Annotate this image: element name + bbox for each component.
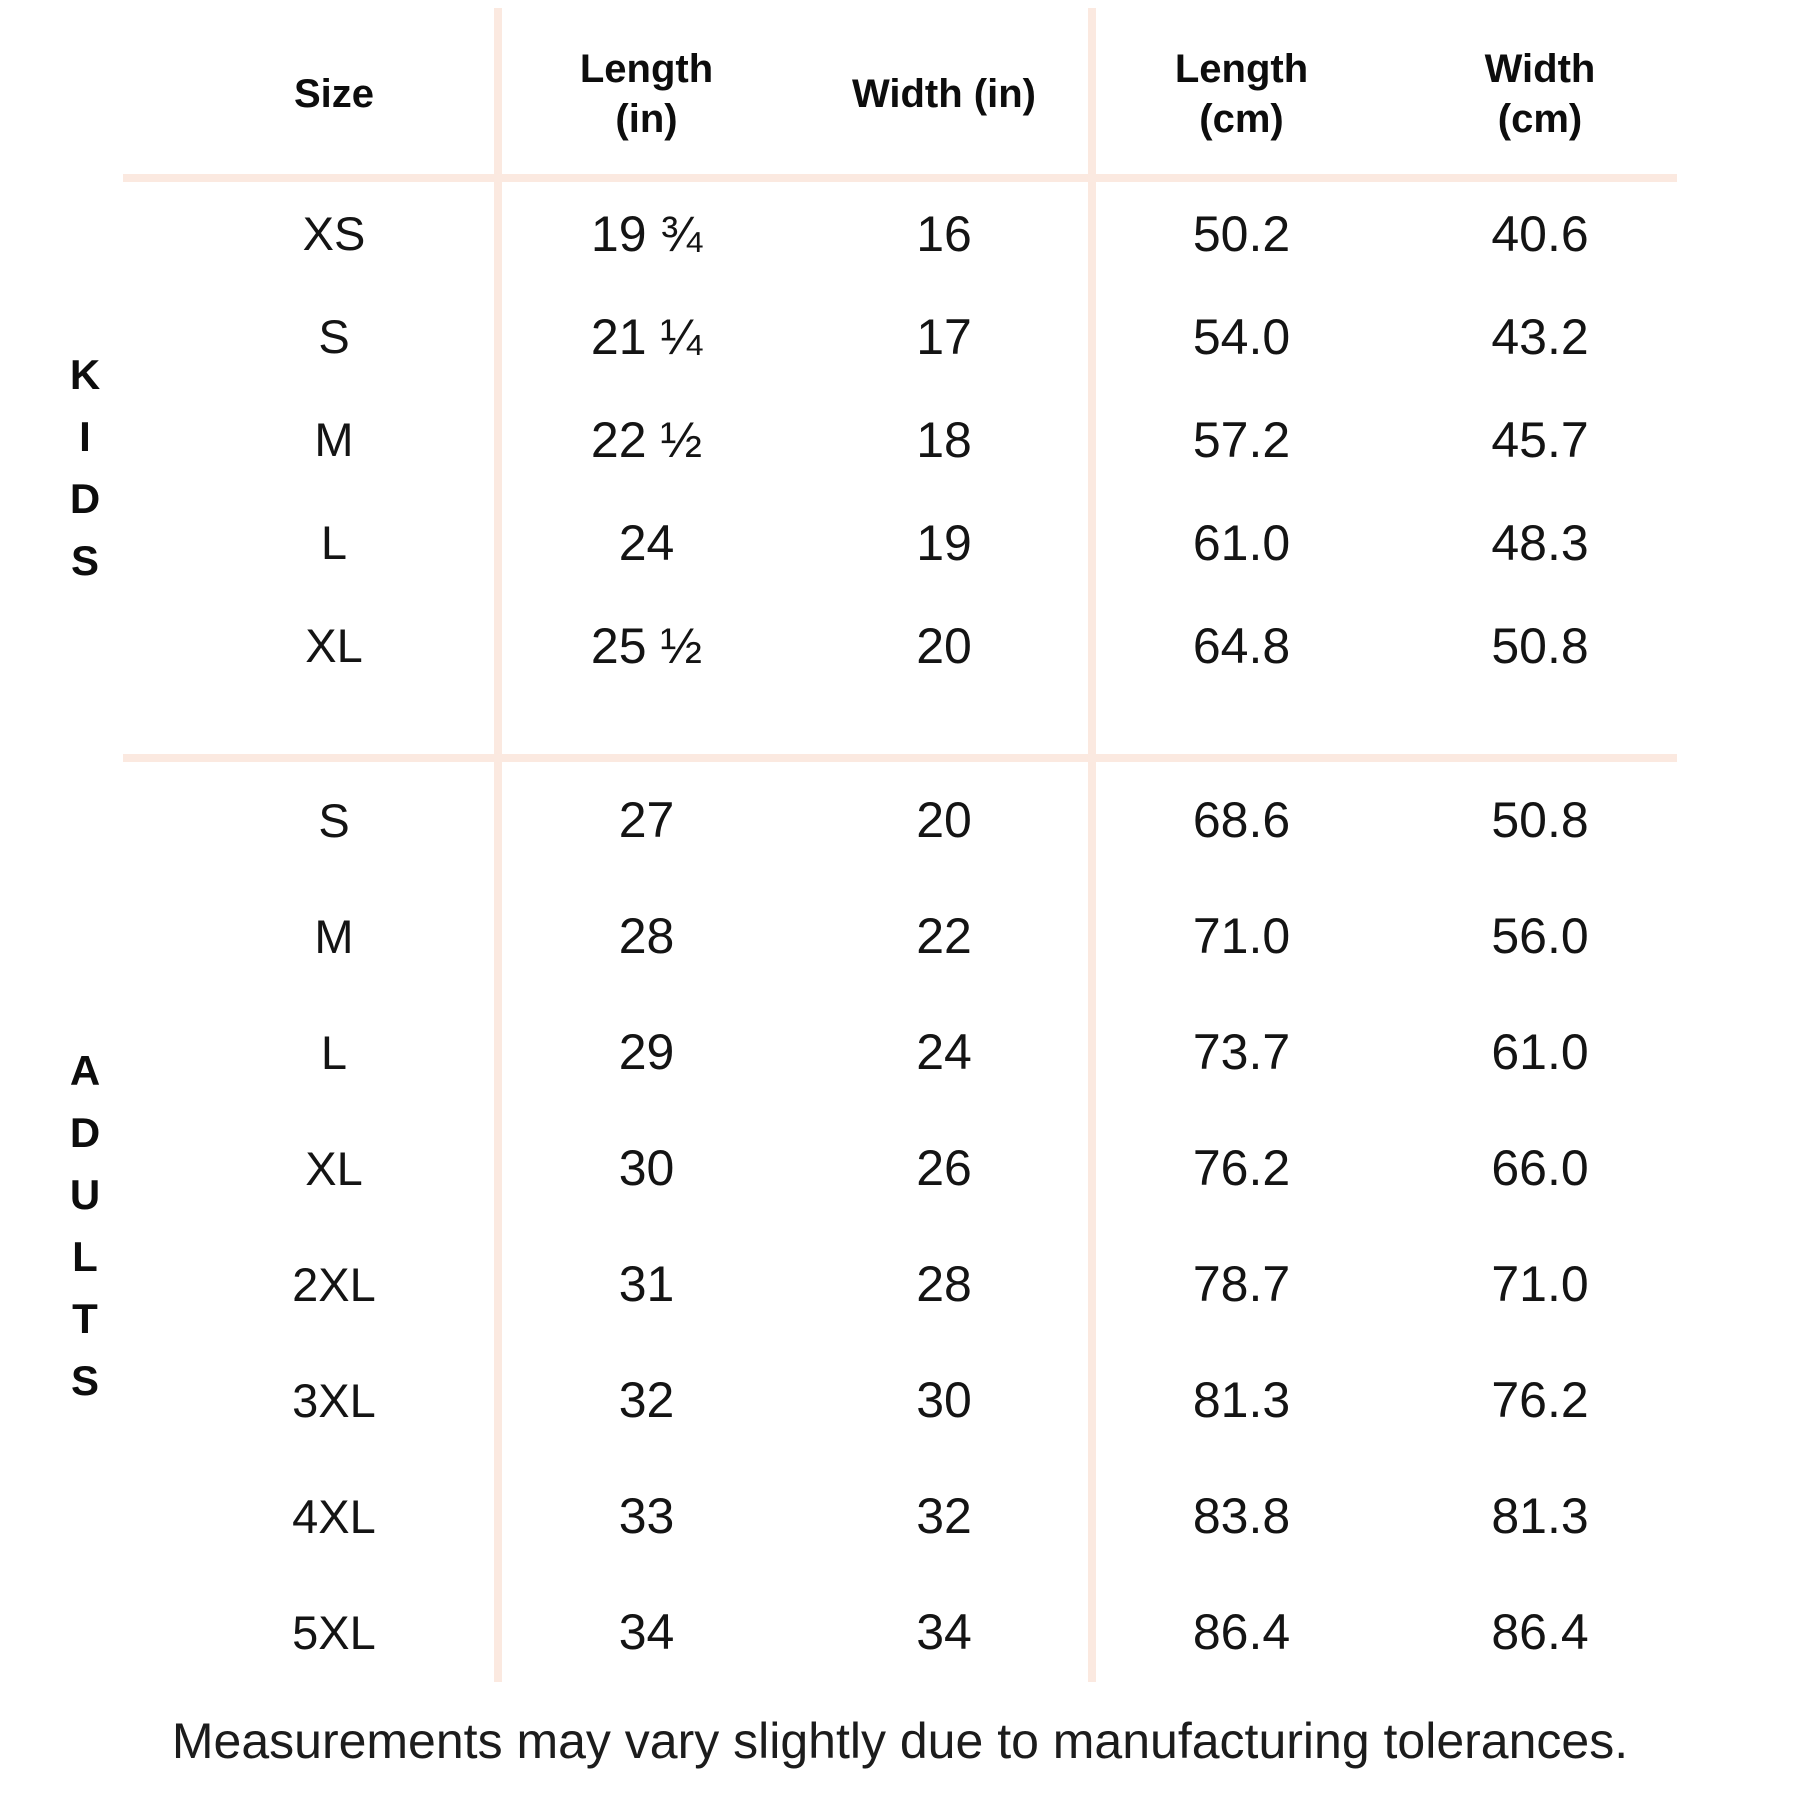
width-in-cell: 16 (916, 205, 972, 262)
table-row: 4XL 33 32 83.8 81.3 (0, 1458, 1690, 1574)
width-cm-cell: 50.8 (1491, 617, 1589, 674)
length-cm-cell: 86.4 (1192, 1604, 1291, 1660)
length-in-cell: 25 ½ (590, 617, 703, 674)
width-in-cell: 20 (916, 792, 972, 848)
width-cm-cell: 48.3 (1491, 514, 1589, 571)
width-in-cell: 20 (916, 617, 972, 674)
size-cell: 4XL (292, 1489, 376, 1543)
footer-note: Measurements may vary slightly due to ma… (171, 1713, 1629, 1769)
width-in-cell: 32 (916, 1488, 972, 1544)
size-cell: XL (305, 619, 363, 672)
length-in-cell: 19 ¾ (590, 205, 703, 262)
width-cm-cell: 50.8 (1491, 792, 1589, 848)
width-cm-cell: 61.0 (1491, 1024, 1589, 1080)
width-cm-cell: 56.0 (1491, 908, 1589, 964)
width-cm-cell: 66.0 (1491, 1140, 1589, 1196)
width-cm-cell: 71.0 (1491, 1256, 1589, 1312)
kids-rows: XS 19 ¾ 16 50.2 40.6 S 21 ¼ 17 54.0 43.2 M 22 ½ 18 57… (0, 182, 1690, 754)
column-divider-left (494, 8, 502, 1682)
size-cell: M (314, 909, 354, 963)
adults-rows: S 27 20 68.6 50.8 M 28 22 71.0 56.0 L 29 24 73.7 61.0 X… (0, 762, 1690, 1690)
length-cm-cell: 54.0 (1192, 308, 1291, 365)
width-in-cell: 26 (916, 1140, 972, 1196)
length-in-cell: 31 (618, 1256, 675, 1312)
header-length-cm: Length (cm) (1174, 47, 1309, 141)
table-row: 3XL 32 30 81.3 76.2 (0, 1342, 1690, 1458)
size-cell: 5XL (292, 1605, 376, 1659)
length-in-cell: 34 (618, 1604, 675, 1660)
length-in-cell: 29 (618, 1024, 675, 1080)
table-row: M 28 22 71.0 56.0 (0, 878, 1690, 994)
length-cm-cell: 57.2 (1192, 411, 1291, 468)
table-row: M 22 ½ 18 57.2 45.7 (0, 388, 1690, 491)
size-cell: L (320, 1025, 348, 1079)
length-cm-cell: 50.2 (1192, 205, 1291, 262)
table-row: L 29 24 73.7 61.0 (0, 994, 1690, 1110)
table-row: S 21 ¼ 17 54.0 43.2 (0, 285, 1690, 388)
size-cell: M (314, 413, 354, 466)
section-divider (123, 754, 1677, 762)
table-row: L 24 19 61.0 48.3 (0, 491, 1690, 594)
length-in-cell: 27 (618, 792, 675, 848)
length-cm-cell: 68.6 (1192, 792, 1291, 848)
header-width-cm: Width (cm) (1484, 47, 1596, 141)
size-cell: XS (302, 207, 366, 260)
width-in-cell: 19 (916, 514, 972, 571)
length-cm-cell: 83.8 (1192, 1488, 1291, 1544)
length-in-cell: 28 (618, 908, 675, 964)
length-cm-cell: 64.8 (1192, 617, 1291, 674)
table-row: 5XL 34 34 86.4 86.4 (0, 1574, 1690, 1690)
size-cell: 3XL (292, 1373, 376, 1427)
width-cm-cell: 40.6 (1491, 205, 1589, 262)
width-in-cell: 18 (916, 411, 972, 468)
size-cell: XL (305, 1141, 363, 1195)
width-cm-cell: 45.7 (1491, 411, 1589, 468)
width-in-cell: 17 (916, 308, 972, 365)
length-in-cell: 21 ¼ (590, 308, 703, 365)
length-cm-cell: 81.3 (1192, 1372, 1291, 1428)
table-row: XS 19 ¾ 16 50.2 40.6 (0, 182, 1690, 285)
table-row: 2XL 31 28 78.7 71.0 (0, 1226, 1690, 1342)
width-cm-cell: 76.2 (1491, 1372, 1589, 1428)
length-cm-cell: 76.2 (1192, 1140, 1291, 1196)
width-cm-cell: 86.4 (1491, 1604, 1589, 1660)
table-row: S 27 20 68.6 50.8 (0, 762, 1690, 878)
length-in-cell: 33 (618, 1488, 675, 1544)
width-cm-cell: 43.2 (1491, 308, 1589, 365)
header-divider (123, 174, 1677, 182)
length-in-cell: 30 (618, 1140, 675, 1196)
adults-section: A D U L T S S 27 20 68.6 50.8 M 28 22 71.0 56.0 L 2… (0, 762, 1690, 1690)
header-length-in: Length (in) (579, 47, 714, 141)
table-row: XL 25 ½ 20 64.8 50.8 (0, 594, 1690, 697)
size-cell: S (318, 793, 350, 847)
table-header-row: Size Length (in) Width (in) Length (cm) … (0, 0, 1690, 174)
length-in-cell: 24 (618, 514, 675, 571)
length-cm-cell: 78.7 (1192, 1256, 1291, 1312)
header-size: Size (293, 72, 375, 116)
size-cell: L (320, 516, 348, 569)
width-cm-cell: 81.3 (1491, 1488, 1589, 1544)
width-in-cell: 30 (916, 1372, 972, 1428)
width-in-cell: 28 (916, 1256, 972, 1312)
group-label-adults: A D U L T S (69, 1047, 101, 1404)
width-in-cell: 24 (916, 1024, 972, 1080)
size-cell: S (318, 310, 350, 363)
kids-section: K I D S XS 19 ¾ 16 50.2 40.6 S 21 ¼ 17 54.0 43.2 M… (0, 182, 1690, 754)
width-in-cell: 34 (916, 1604, 972, 1660)
length-cm-cell: 61.0 (1192, 514, 1291, 571)
group-label-kids: K I D S (69, 351, 101, 584)
width-in-cell: 22 (916, 908, 972, 964)
table-row: XL 30 26 76.2 66.0 (0, 1110, 1690, 1226)
length-in-cell: 32 (618, 1372, 675, 1428)
column-divider-right (1088, 8, 1096, 1682)
length-cm-cell: 71.0 (1192, 908, 1291, 964)
length-in-cell: 22 ½ (590, 411, 703, 468)
size-cell: 2XL (292, 1257, 376, 1311)
length-cm-cell: 73.7 (1192, 1024, 1291, 1080)
header-width-in: Width (in) (851, 72, 1036, 116)
